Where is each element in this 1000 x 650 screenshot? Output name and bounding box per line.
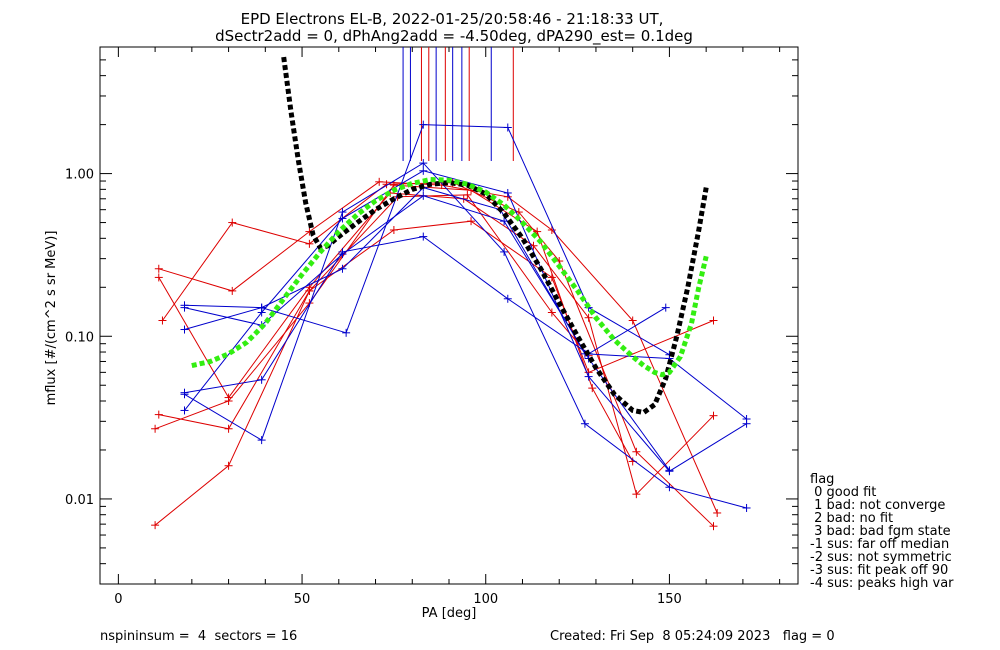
data-point [180,390,189,399]
data-point [158,316,167,325]
data-point [661,303,670,312]
data-point [463,190,472,199]
legend-entry: 0 good fit [810,485,876,500]
data-point [224,461,233,470]
data-point [713,508,722,517]
fit-curve-layer [191,56,709,416]
data-point [389,226,398,235]
data-point [305,239,314,248]
vertical-marker-layer [402,47,514,161]
flag-legend: flag 0 good fit 1 bad: not converge 2 ba… [810,472,954,591]
legend-entry: -4 sus: peaks high var [810,576,954,591]
data-point [342,328,351,337]
data-point [588,384,597,393]
data-point [154,273,163,282]
series-line [154,220,714,526]
data-point [580,419,589,428]
data-point [151,424,160,433]
data-point [628,316,637,325]
chart-title: EPD Electrons EL-B, 2022-01-25/20:58:46 … [241,10,664,28]
data-point [419,191,428,200]
x-tick-label: 0 [114,592,122,607]
data-point [584,372,593,381]
data-point [742,503,751,512]
legend-entry: 2 bad: no fit [810,511,893,526]
data-point [257,436,266,445]
data-point [503,294,512,303]
data-point [419,159,428,168]
fit-curve [191,176,709,378]
x-tick-label: 150 [657,592,682,607]
data-point [224,424,233,433]
data-point [257,308,266,317]
data-point [154,264,163,273]
data-point [467,217,476,226]
y-tick-label: 1.00 [65,168,94,183]
data-point [709,316,718,325]
data-point [500,217,509,226]
footer-left: nspininsum = 4 sectors = 16 [100,629,297,644]
data-point [228,218,237,227]
data-point [228,286,237,295]
data-point [375,177,384,186]
series-line [158,181,718,514]
series-line [184,187,747,420]
fit-curve [281,56,709,416]
series-line [184,162,747,509]
data-point [533,227,542,236]
legend-entry: 3 bad: bad fgm state [810,524,951,539]
axis-layer: 0 50 100 150 0.01 0.10 1.00 [65,46,798,607]
series-line [184,236,666,394]
footer-right: Created: Fri Sep 8 05:24:09 2023 flag = … [550,629,835,644]
data-point [419,120,428,129]
data-point [257,375,266,384]
data-point [151,521,160,530]
x-tick-label: 50 [294,592,311,607]
legend-entry: -2 sus: not symmetric [810,550,952,565]
data-point [547,226,556,235]
legend-entry: 1 bad: not converge [810,498,945,513]
x-axis-label: PA [deg] [422,606,477,621]
y-tick-label: 0.01 [65,493,94,508]
series-line [154,184,634,462]
data-point [180,406,189,415]
data-point [154,410,163,419]
y-axis-label: mflux [#/(cm^2 s sr MeV)] [44,231,59,406]
data-point [665,483,674,492]
data-point [500,247,509,256]
data-point [547,308,556,317]
chart-subtitle: dSectr2add = 0, dPhAng2add = -4.50deg, d… [215,27,693,46]
data-point [338,214,347,223]
data-point [632,490,641,499]
data-point [709,522,718,531]
data-point [503,123,512,132]
data-point [224,396,233,405]
data-point [419,232,428,241]
data-point [338,264,347,273]
legend-entry: -3 sus: fit peak off 90 [810,563,948,578]
data-point [180,325,189,334]
data-point [665,466,674,475]
legend-entry: -1 sus: far off median [810,537,949,552]
data-point [338,250,347,259]
data-point [180,303,189,312]
series-line [158,192,714,496]
data-point [584,313,593,322]
x-tick-label: 100 [473,592,498,607]
data-point [742,419,751,428]
data-point [419,166,428,175]
data-point [503,188,512,197]
data-point [547,273,556,282]
data-point [305,286,314,295]
legend-title: flag [810,472,834,487]
data-point [709,411,718,420]
data-point [632,447,641,456]
y-tick-label: 0.10 [65,330,94,345]
